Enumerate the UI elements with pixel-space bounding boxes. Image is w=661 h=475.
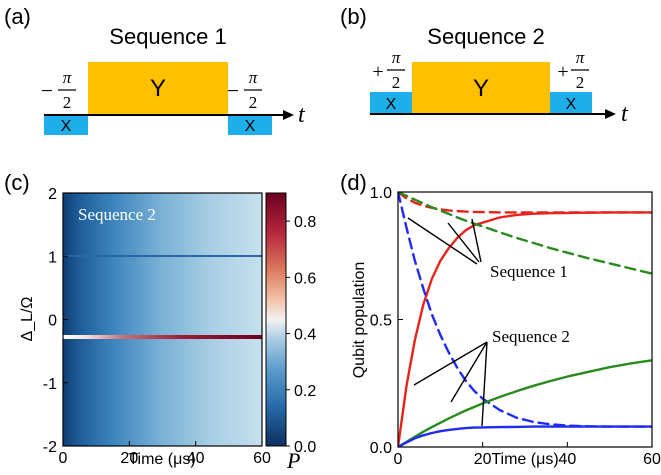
panel-a-title: Sequence 1 (109, 24, 226, 49)
heatmap-xtick-label: 60 (253, 450, 271, 467)
panel-b: (b) Sequence 2 X Y X t + π 2 + π 2 (340, 4, 629, 127)
panel-b-axis-arrowhead (605, 109, 616, 119)
panel-a-left-sign: − (41, 78, 53, 103)
panel-a-left-fraction: − π 2 (41, 68, 76, 112)
panel-a-y-pulse (88, 62, 228, 115)
panel-a-label: (a) (4, 4, 31, 29)
colorbar-tick-label: 0.6 (294, 270, 316, 287)
panel-a-right-sign: − (227, 78, 239, 103)
panel-a-y-label: Y (150, 75, 166, 102)
panel-b-left-fraction: + π 2 (372, 48, 405, 92)
colorbar-label: P (286, 448, 300, 470)
seq1-pointer-1 (407, 217, 478, 265)
panel-a-left-den: 2 (63, 93, 72, 112)
panel-b-left-den: 2 (392, 73, 401, 92)
panel-b-title: Sequence 2 (427, 24, 544, 49)
heatmap-ytick-label: -1 (43, 376, 57, 393)
line-chart-axis-ticks: 0 20 40 60 0.0 0.5 1.0 (370, 185, 661, 468)
line-chart-frame (397, 191, 653, 448)
heatmap-xtick-label: 40 (187, 450, 205, 467)
colorbar-tick-label: 0.8 (294, 214, 316, 231)
heatmap-xtick-label: 20 (120, 450, 138, 467)
panel-b-right-sign: + (557, 61, 568, 83)
panel-a-right-x-label: X (245, 118, 256, 135)
series-blue-dashed-line (398, 192, 652, 428)
panel-a-right-den: 2 (249, 93, 258, 112)
panel-b-right-fraction: + π 2 (557, 48, 589, 92)
colorbar-tick-label: 0.0 (294, 439, 316, 456)
heatmap-ytick-label: 0 (48, 313, 57, 330)
seq2-pointer-2 (450, 341, 488, 403)
line-chart-xlabel: Time (μs) (491, 451, 558, 468)
seq1-annotation-text: Sequence 1 (490, 262, 568, 281)
panel-d: (d) 0 20 40 60 0.0 0.5 1.0 Time (μs) Qubit pop… (340, 170, 661, 468)
line-chart-xtick-label: 60 (643, 451, 661, 468)
panel-b-right-x-pulse (550, 92, 592, 114)
line-chart-xtick-label: 20 (474, 451, 492, 468)
panel-b-right-num: π (576, 48, 585, 67)
line-chart-xtick-label: 0 (394, 451, 403, 468)
panel-b-axis-label: t (621, 101, 629, 127)
heatmap-ylabel: Δ_L/Ω (19, 297, 36, 342)
colorbar-tick-label: 0.2 (294, 383, 316, 400)
panel-b-y-pulse (412, 62, 550, 114)
series-blue-solid-line (398, 425, 652, 447)
heatmap-ytick-label: -2 (43, 439, 57, 456)
panel-d-label: (d) (340, 170, 367, 195)
line-chart-ylabel: Qubit population (351, 262, 368, 379)
line-series-group (398, 192, 652, 447)
seq1-pointer-3 (471, 218, 482, 263)
panel-a-right-num: π (249, 68, 258, 87)
panel-b-left-x-pulse (370, 92, 412, 114)
panel-b-y-label: Y (473, 75, 489, 102)
panel-a-left-num: π (63, 68, 72, 87)
panel-b-right-den: 2 (576, 73, 585, 92)
panel-a-axis-label: t (298, 102, 306, 128)
heatmap-line-lower (63, 335, 262, 339)
heatmap-axis-ticks: 0 20 40 60 2 1 0 -1 -2 (43, 186, 271, 467)
panel-b-left-sign: + (372, 61, 383, 83)
heatmap-ytick-label: 2 (48, 186, 57, 203)
seq2-pointer-1 (413, 341, 488, 386)
panel-c-label: (c) (4, 170, 30, 195)
colorbar-ticks: 0.8 0.6 0.4 0.2 0.0 (286, 214, 316, 456)
sequence-1-annotation: Sequence 1 (407, 217, 568, 281)
heatmap-xlabel: Time (μs) (128, 451, 195, 468)
series-red-dashed-line (398, 192, 652, 214)
panel-b-left-num: π (392, 48, 401, 67)
heatmap-field (63, 193, 262, 446)
line-chart-ytick-label: 1.0 (370, 185, 392, 202)
panel-a: (a) Sequence 1 X Y X t − π 2 − π 2 (4, 4, 306, 135)
panel-b-right-x-label: X (566, 96, 577, 113)
line-chart-xtick-label: 40 (558, 451, 576, 468)
heatmap-ytick-label: 1 (48, 249, 57, 266)
sequence-2-annotation: Sequence 2 (413, 327, 570, 427)
panel-a-left-x-pulse (44, 115, 88, 135)
series-green-solid-line (398, 359, 652, 447)
panel-a-axis-arrowhead (283, 110, 294, 120)
line-chart-ytick-label: 0.5 (370, 313, 392, 330)
heatmap-xtick-label: 0 (59, 450, 68, 467)
panel-a-left-x-label: X (61, 118, 72, 135)
seq2-pointer-3 (481, 341, 488, 427)
line-chart-ytick-label: 0.0 (370, 440, 392, 457)
heatmap-annotation: Sequence 2 (78, 205, 156, 224)
series-green-dashed-line (398, 192, 652, 275)
panel-a-right-x-pulse (228, 115, 272, 135)
colorbar (265, 192, 287, 447)
seq2-annotation-text: Sequence 2 (492, 327, 570, 346)
seq1-pointer-2 (447, 222, 480, 263)
panel-b-label: (b) (340, 4, 367, 29)
panel-b-left-x-label: X (386, 96, 397, 113)
colorbar-tick-label: 0.4 (294, 327, 316, 344)
panel-a-right-fraction: − π 2 (227, 68, 262, 112)
